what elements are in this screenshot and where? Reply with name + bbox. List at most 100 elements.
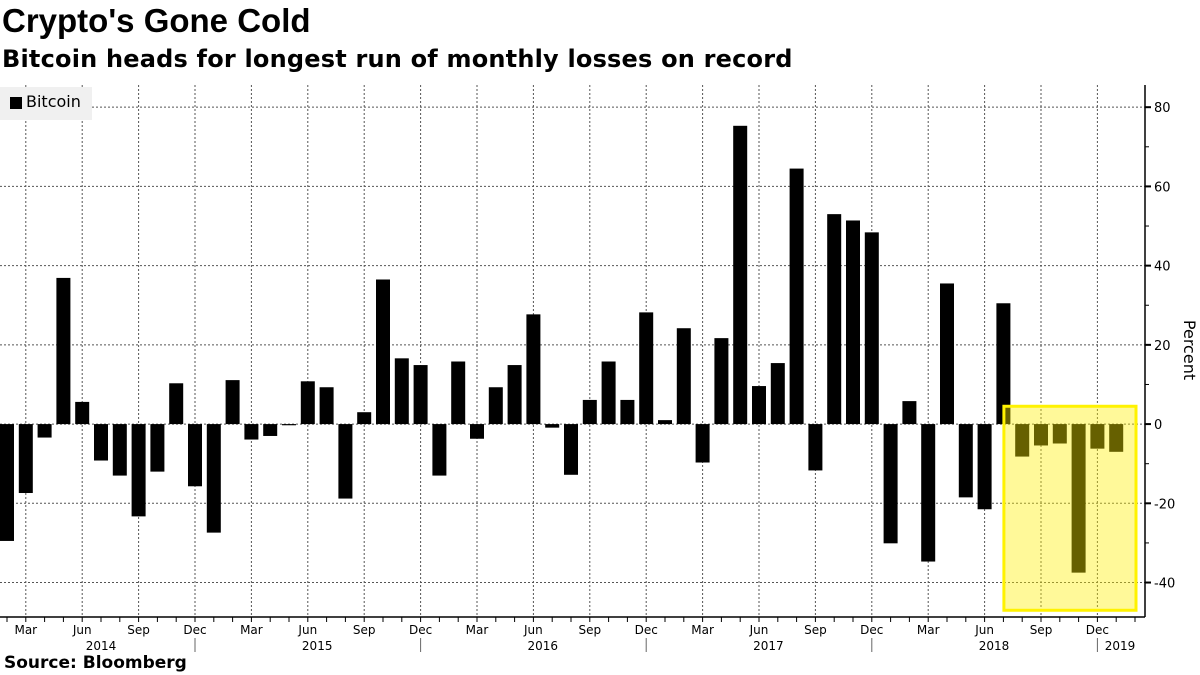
bar-2015-09: [357, 412, 372, 425]
bar-2016-07: [545, 424, 560, 428]
bar-2018-09: [1034, 424, 1048, 446]
x-tick-label: Jun: [974, 623, 994, 637]
x-year-label: 2016: [528, 639, 559, 653]
bar-2014-12: [188, 424, 202, 487]
bar-2018-04: [940, 283, 954, 425]
bar-2017-08: [789, 168, 804, 425]
x-tick-label: Sep: [578, 623, 601, 637]
bar-2014-09: [131, 424, 146, 517]
highlight-rect: [1002, 404, 1138, 612]
bar-2016-09: [582, 399, 597, 425]
bar-2016-03: [470, 424, 484, 439]
bar-2016-01: [432, 424, 447, 476]
x-tick-label: Jun: [72, 623, 92, 637]
bar-2018-03: [921, 424, 936, 562]
y-tick-label: -40: [1154, 577, 1175, 592]
bar-2017-07: [770, 363, 785, 425]
bar-2016-05: [507, 365, 522, 425]
x-year-label: 2018: [979, 639, 1010, 653]
x-tick-label: Dec: [183, 623, 206, 637]
y-tick-label: 20: [1154, 339, 1171, 354]
bar-2015-11: [394, 358, 409, 425]
axes: -40 -20 0 20 40 60 80 Mar Jun Sep Dec Mar Jun Sep Dec M…: [0, 85, 1175, 653]
x-tick-label: Sep: [1030, 623, 1053, 637]
x-tick-label: Jun: [523, 623, 543, 637]
bar-2018-06: [977, 424, 992, 510]
bar-2015-07: [319, 387, 334, 425]
x-tick-label: Dec: [635, 623, 658, 637]
x-year-label: 2019: [1105, 639, 1136, 653]
bar-2017-04: [714, 338, 729, 425]
bar-2019-01: [1109, 424, 1124, 452]
bar-2017-10: [827, 214, 842, 425]
y-tick-label: 60: [1154, 180, 1171, 195]
x-tick-label: Dec: [409, 623, 432, 637]
bar-2016-08: [564, 424, 578, 475]
bar-2017-05: [733, 125, 748, 425]
bar-2014-03: [18, 424, 33, 494]
bar-2018-07: [996, 303, 1011, 425]
x-tick-label: Jun: [297, 623, 317, 637]
bar-2016-06: [526, 314, 541, 425]
bar-2014-06: [75, 401, 90, 425]
x-tick-label: Sep: [127, 623, 150, 637]
y-tick-label: -20: [1154, 497, 1175, 512]
bar-2014-02: [0, 424, 14, 541]
bar-2015-08: [338, 424, 353, 499]
bar-2015-10: [376, 279, 390, 425]
bar-2014-10: [150, 424, 165, 472]
bar-2014-04: [37, 424, 52, 438]
x-tick-label: Sep: [353, 623, 376, 637]
bar-2016-12: [639, 312, 654, 425]
x-tick-label: Mar: [917, 623, 940, 637]
bar-2016-11: [620, 399, 635, 425]
x-tick-label: Mar: [466, 623, 489, 637]
bar-2015-04: [263, 424, 278, 436]
legend-label-bitcoin: Bitcoin: [26, 92, 81, 111]
x-year-label: 2017: [753, 639, 784, 653]
legend-swatch-bitcoin: [10, 97, 22, 109]
bar-2018-10: [1052, 424, 1067, 444]
bar-2015-02: [225, 380, 240, 425]
bar-2015-03: [244, 424, 259, 440]
bar-2015-05: [282, 424, 296, 426]
chart-subtitle: Bitcoin heads for longest run of monthly…: [2, 45, 793, 73]
bar-2015-12: [413, 365, 428, 425]
bar-2017-12: [864, 232, 879, 425]
bar-2018-08: [1015, 424, 1030, 457]
highlight-box: [1002, 404, 1138, 612]
x-tick-label: Jun: [749, 623, 769, 637]
x-year-label: 2014: [86, 639, 117, 653]
bar-2014-07: [94, 424, 108, 461]
bars: [0, 125, 1124, 573]
source-note: Source: Bloomberg: [4, 653, 187, 673]
bar-2018-11: [1071, 424, 1086, 573]
bar-2016-10: [601, 361, 616, 425]
y-tick-label: 0: [1154, 418, 1162, 433]
bar-2018-05: [958, 424, 973, 498]
bar-2017-09: [808, 424, 823, 471]
bar-2015-06: [300, 381, 315, 425]
bar-2014-11: [169, 383, 184, 425]
bar-2014-05: [56, 277, 71, 425]
bar-2016-02: [451, 361, 466, 425]
bar-2017-02: [676, 328, 691, 425]
bar-2018-12: [1090, 424, 1105, 449]
bar-2017-11: [846, 220, 860, 425]
bar-2018-01: [883, 424, 898, 544]
bar-2016-04: [488, 387, 503, 425]
bar-2014-08: [112, 424, 127, 476]
bar-2017-06: [752, 386, 766, 425]
x-year-label: 2015: [302, 639, 333, 653]
chart-title: Crypto's Gone Cold: [2, 2, 311, 39]
legend: Bitcoin: [0, 87, 92, 120]
grid: [0, 85, 1145, 617]
x-tick-label: Mar: [691, 623, 714, 637]
bar-2017-01: [658, 420, 672, 425]
y-tick-label: 40: [1154, 260, 1171, 275]
bar-2017-03: [695, 424, 710, 463]
x-tick-label: Mar: [14, 623, 37, 637]
x-tick-label: Dec: [1086, 623, 1109, 637]
x-tick-label: Sep: [804, 623, 827, 637]
